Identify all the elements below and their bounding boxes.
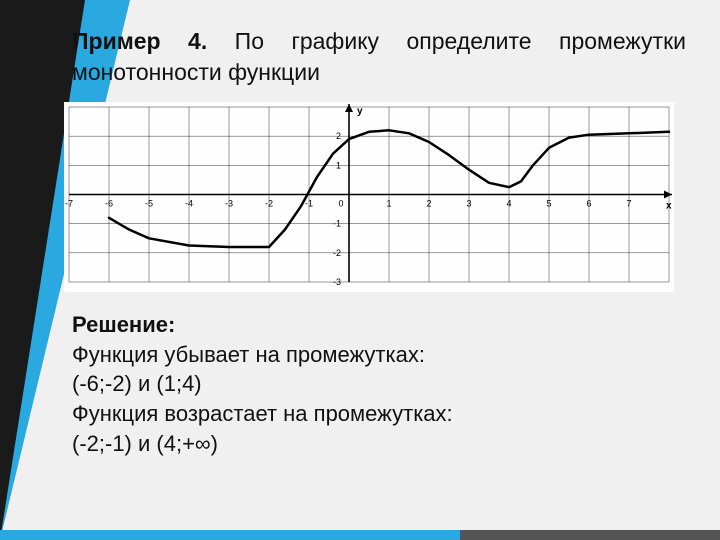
solution-line: Функция возрастает на промежутках: — [72, 399, 686, 429]
svg-text:7: 7 — [626, 199, 631, 209]
svg-text:-2: -2 — [265, 199, 273, 209]
svg-text:2: 2 — [426, 199, 431, 209]
svg-text:5: 5 — [546, 199, 551, 209]
solution-block: Решение: Функция убывает на промежутках:… — [72, 310, 686, 458]
svg-text:1: 1 — [386, 199, 391, 209]
solution-line: (-2;-1) и (4;+∞) — [72, 429, 686, 459]
svg-text:1: 1 — [336, 160, 341, 170]
svg-text:-1: -1 — [333, 219, 341, 229]
svg-text:-2: -2 — [333, 248, 341, 258]
svg-text:3: 3 — [466, 199, 471, 209]
solution-header: Решение: — [72, 310, 686, 340]
function-chart: -7 -6 -5 -4 -3 -2 -1 0 1 2 3 4 5 6 7 -3 -2 -1 1 2 x y — [64, 102, 674, 292]
solution-line: Функция убывает на промежутках: — [72, 340, 686, 370]
slide-title: Пример 4. По графику определите промежут… — [72, 26, 686, 88]
solution-line: (-6;-2) и (1;4) — [72, 369, 686, 399]
chart-svg: -7 -6 -5 -4 -3 -2 -1 0 1 2 3 4 5 6 7 -3 -2 -1 1 2 x y — [64, 102, 674, 287]
slide-content: Пример 4. По графику определите промежут… — [0, 0, 720, 459]
svg-text:-6: -6 — [105, 199, 113, 209]
title-bold: Пример 4. — [72, 28, 207, 54]
bottom-bar-gray — [460, 530, 720, 540]
svg-text:6: 6 — [586, 199, 591, 209]
svg-text:4: 4 — [506, 199, 511, 209]
svg-text:-4: -4 — [185, 199, 193, 209]
svg-text:-3: -3 — [225, 199, 233, 209]
svg-text:x: x — [666, 201, 672, 212]
svg-text:y: y — [357, 106, 363, 117]
svg-text:-7: -7 — [65, 199, 73, 209]
svg-text:0: 0 — [338, 199, 343, 209]
svg-text:-3: -3 — [333, 277, 341, 287]
svg-text:2: 2 — [336, 131, 341, 141]
svg-text:-5: -5 — [145, 199, 153, 209]
svg-text:-1: -1 — [305, 199, 313, 209]
